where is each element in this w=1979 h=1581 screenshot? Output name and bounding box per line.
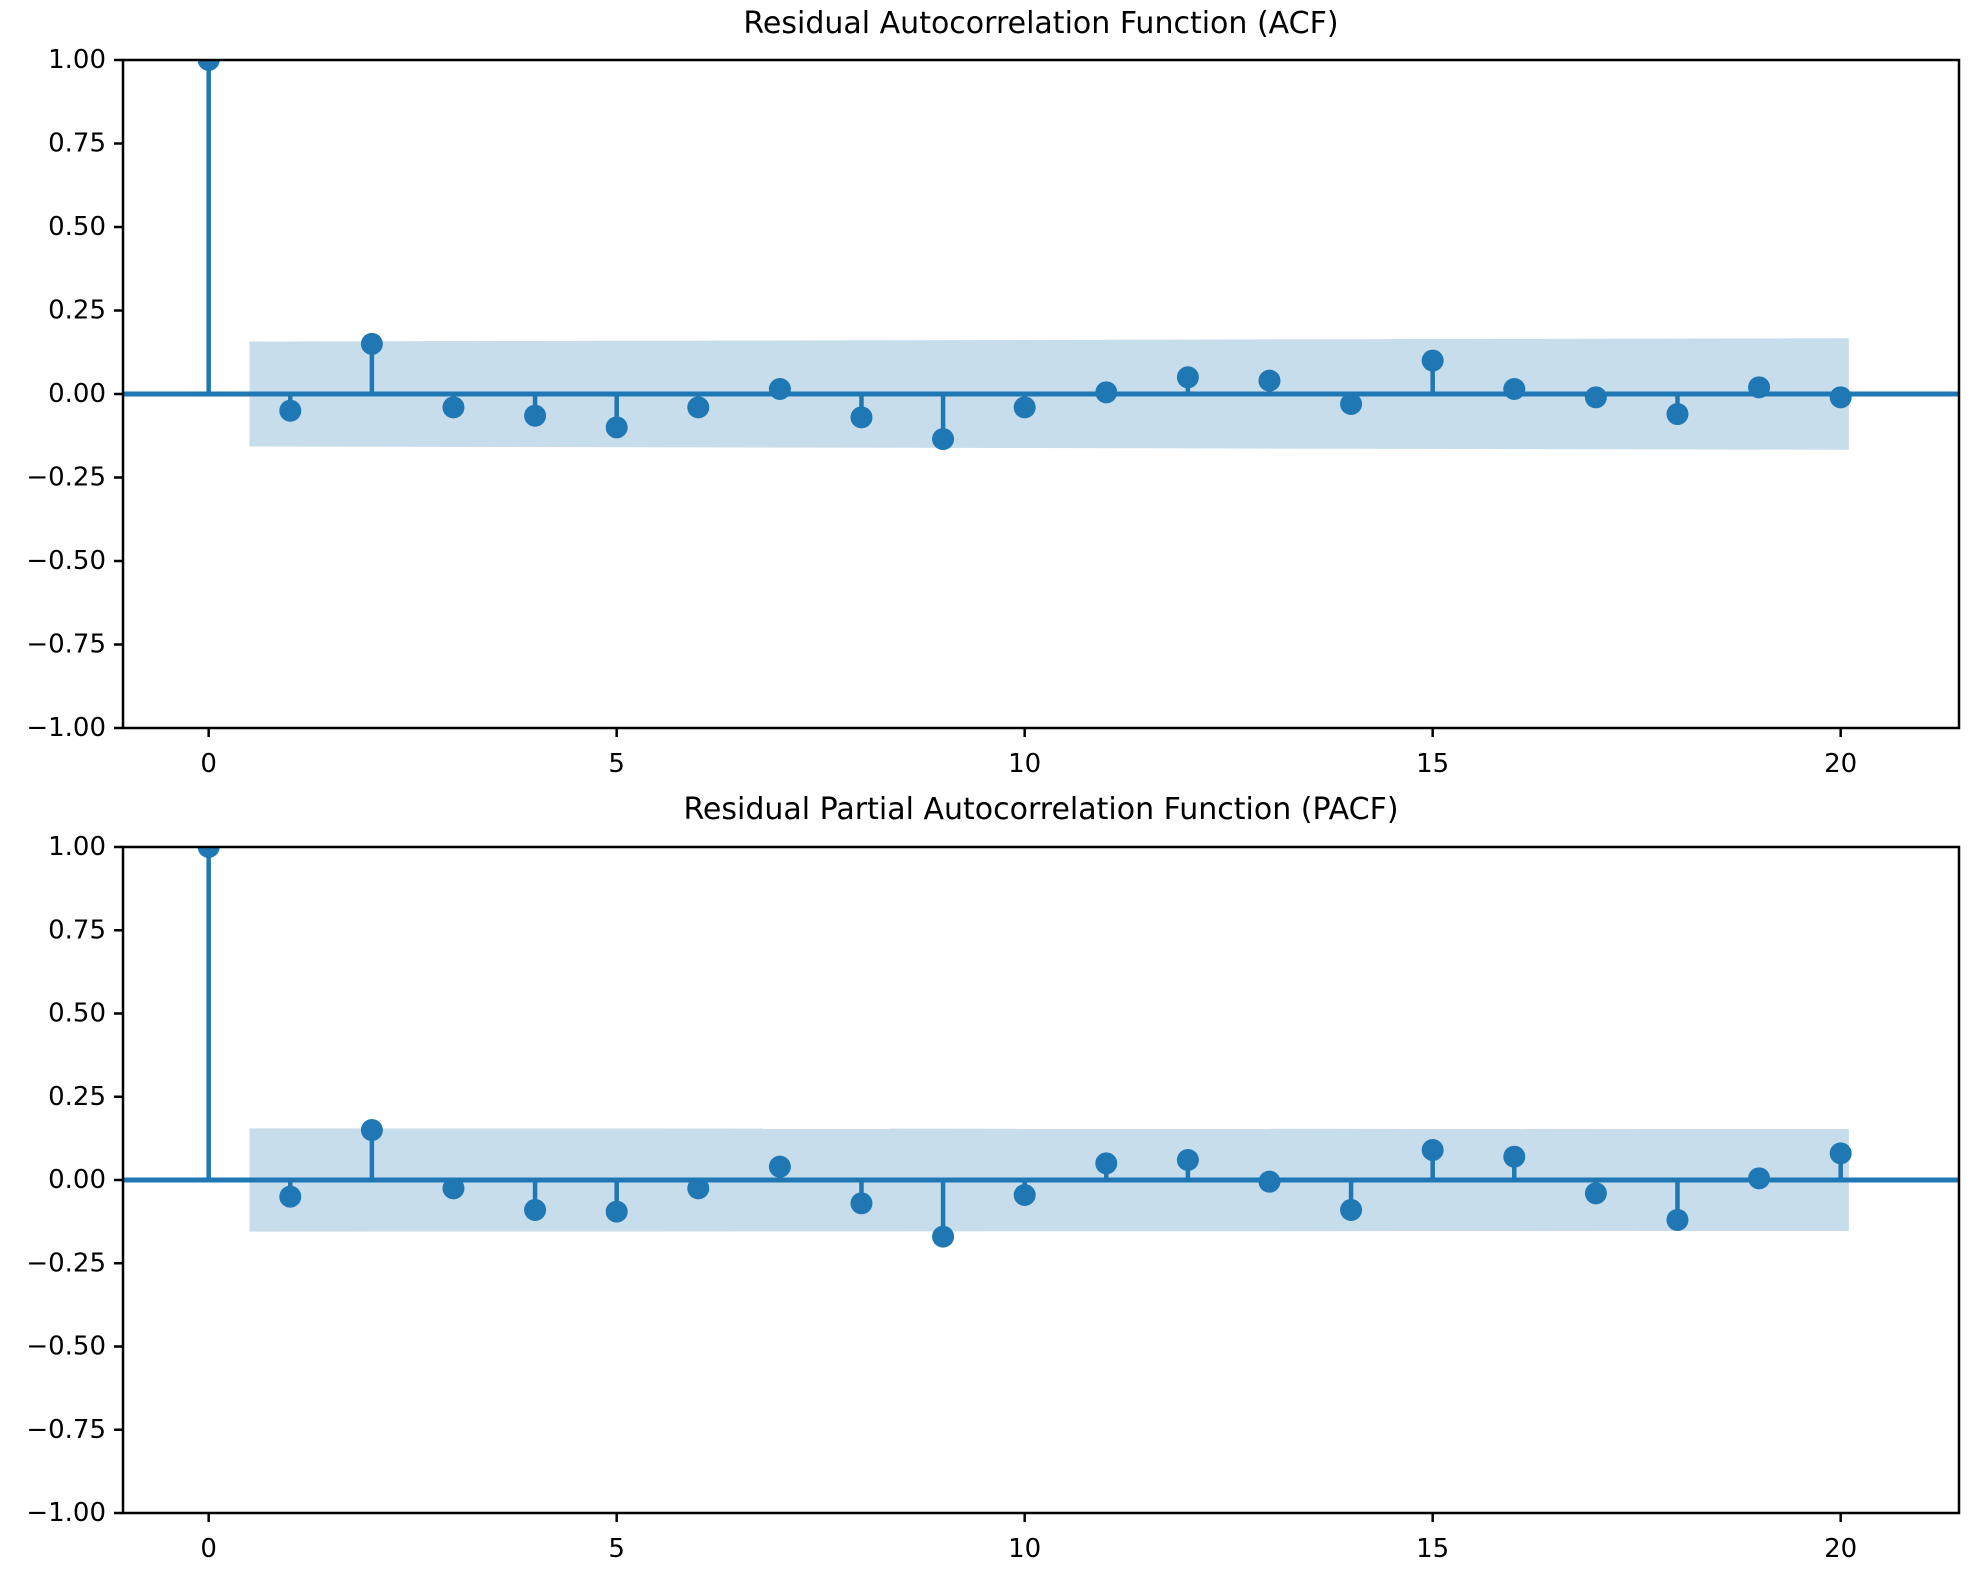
acf-x-tick-label: 20 xyxy=(1824,749,1857,779)
acf-marker xyxy=(1258,369,1281,392)
acf-y-tick-label: 0.75 xyxy=(48,129,106,159)
acf-marker xyxy=(1013,396,1036,419)
pacf-y-tick-label: −0.50 xyxy=(26,1332,106,1362)
acf-y-tick-label: 1.00 xyxy=(48,45,106,75)
acf-plot-title: Residual Autocorrelation Function (ACF) xyxy=(743,6,1339,41)
pacf-y-tick-label: 1.00 xyxy=(48,832,106,862)
acf-marker xyxy=(524,404,547,427)
pacf-y-tick-label: −1.00 xyxy=(26,1498,106,1528)
pacf-y-tick-label: −0.75 xyxy=(26,1415,106,1445)
pacf-marker xyxy=(1421,1139,1444,1162)
acf-marker xyxy=(1095,381,1118,404)
acf-y-tick-label: −0.75 xyxy=(26,630,106,660)
pacf-marker xyxy=(1584,1182,1607,1205)
pacf-marker xyxy=(768,1155,791,1178)
pacf-marker xyxy=(1829,1142,1852,1165)
pacf-marker xyxy=(1095,1152,1118,1175)
pacf-y-tick-label: 0.25 xyxy=(48,1082,106,1112)
pacf-marker xyxy=(524,1198,547,1221)
pacf-x-tick-label: 10 xyxy=(1008,1534,1041,1564)
acf-y-tick-label: −0.25 xyxy=(26,463,106,493)
pacf-marker xyxy=(360,1119,383,1142)
pacf-marker xyxy=(1176,1149,1199,1172)
pacf-x-tick-label: 5 xyxy=(608,1534,625,1564)
pacf-x-tick-label: 0 xyxy=(200,1534,217,1564)
pacf-plot-title: Residual Partial Autocorrelation Functio… xyxy=(683,792,1399,827)
pacf-marker xyxy=(1340,1198,1363,1221)
acf-y-tick-label: −0.50 xyxy=(26,546,106,576)
pacf-marker xyxy=(1013,1183,1036,1206)
acf-marker xyxy=(1421,349,1444,372)
pacf-marker xyxy=(1258,1170,1281,1193)
acf-y-tick-label: 0.50 xyxy=(48,212,106,242)
pacf-marker xyxy=(442,1177,465,1200)
pacf-marker xyxy=(1748,1167,1771,1190)
acf-marker xyxy=(850,406,873,429)
pacf-x-tick-label: 15 xyxy=(1416,1534,1449,1564)
pacf-y-tick-label: 0.50 xyxy=(48,999,106,1029)
acf-marker xyxy=(1748,376,1771,399)
acf-marker xyxy=(360,332,383,355)
acf-marker xyxy=(442,396,465,419)
acf-marker xyxy=(1666,403,1689,426)
acf-marker xyxy=(1176,366,1199,389)
pacf-marker xyxy=(687,1177,710,1200)
acf-x-tick-label: 5 xyxy=(608,749,625,779)
acf-marker xyxy=(768,377,791,400)
acf-marker xyxy=(605,416,628,439)
acf-marker xyxy=(687,396,710,419)
acf-marker xyxy=(1503,377,1526,400)
acf-x-tick-label: 15 xyxy=(1416,749,1449,779)
acf-y-tick-label: 0.00 xyxy=(48,379,106,409)
pacf-marker xyxy=(197,847,220,858)
acf-y-tick-label: 0.25 xyxy=(48,296,106,326)
pacf-y-tick-label: 0.75 xyxy=(48,915,106,945)
pacf-x-tick-label: 20 xyxy=(1824,1534,1857,1564)
acf-y-tick-label: −1.00 xyxy=(26,713,106,743)
pacf-y-tick-label: −0.25 xyxy=(26,1248,106,1278)
acf-marker xyxy=(1584,386,1607,409)
acf-marker xyxy=(1829,386,1852,409)
acf-x-tick-label: 10 xyxy=(1008,749,1041,779)
acf-marker xyxy=(932,428,955,451)
acf-marker xyxy=(197,60,220,71)
acf-marker xyxy=(279,399,302,422)
pacf-marker xyxy=(932,1225,955,1248)
pacf-marker xyxy=(850,1192,873,1215)
pacf-marker xyxy=(1503,1145,1526,1168)
acf-marker xyxy=(1340,393,1363,416)
pacf-marker xyxy=(279,1185,302,1208)
pacf-marker xyxy=(1666,1208,1689,1231)
pacf-y-tick-label: 0.00 xyxy=(48,1165,106,1195)
acf-x-tick-label: 0 xyxy=(200,749,217,779)
pacf-marker xyxy=(605,1200,628,1223)
